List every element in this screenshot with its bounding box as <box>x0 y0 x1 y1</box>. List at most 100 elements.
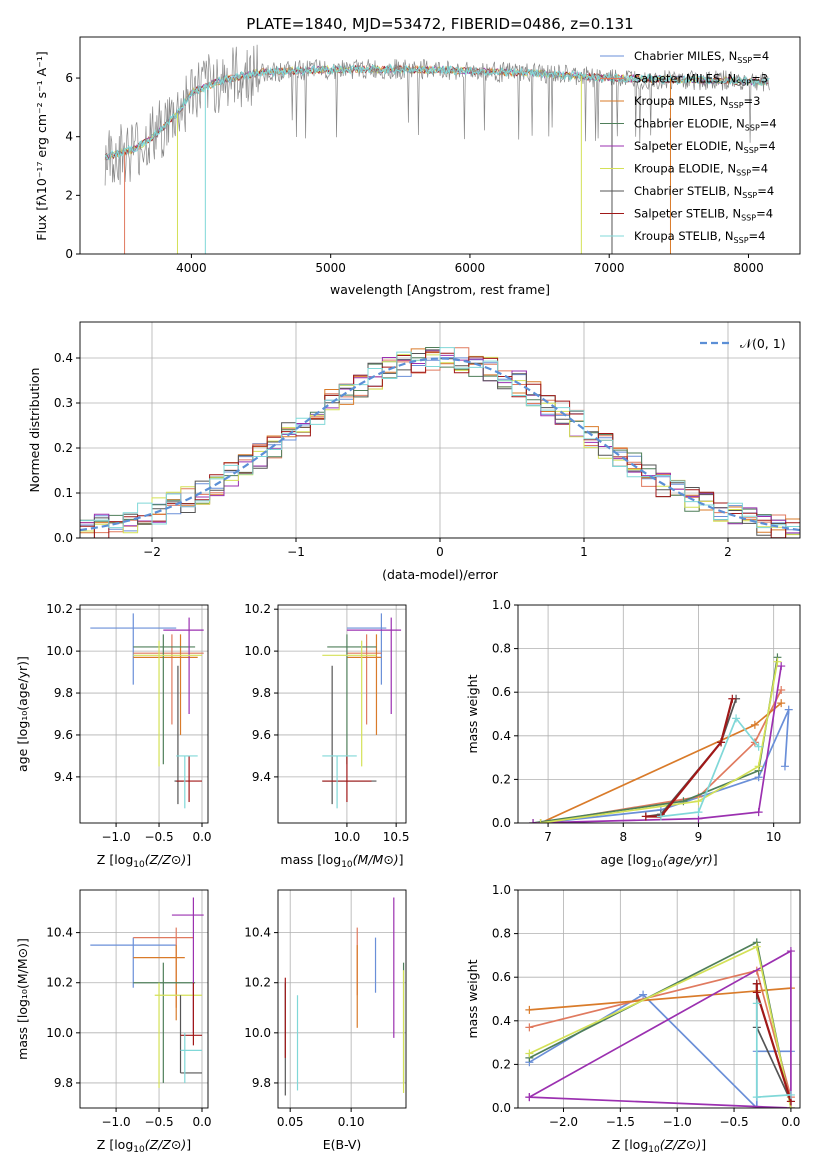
x-tick-label: 0 <box>436 545 444 559</box>
panel-residuals: −2 −1 0 1 2 0.0 0.1 0.2 0.3 0.4 𝒩(0, 1) (data-model… <box>27 321 801 582</box>
weight-marker <box>656 812 665 821</box>
weight-marker <box>754 742 763 751</box>
y-tick-label: 0.2 <box>492 772 511 786</box>
weight-marker <box>754 762 763 771</box>
axes-frame <box>517 889 801 1109</box>
x-tick-label: −1.0 <box>663 1115 692 1129</box>
y-tick-label: 10.0 <box>244 1026 271 1040</box>
x-tick-label: −1.0 <box>102 830 131 844</box>
legend-label: 𝒩(0, 1) <box>740 336 786 351</box>
y-tick-label: 9.6 <box>252 728 271 742</box>
y-axis-label: mass weight <box>465 959 480 1038</box>
y-axis-label: mass [log₁₀(M/M⊙)] <box>15 938 30 1060</box>
x-axis-label: Z [log10(Z/Z⊙)] <box>97 852 191 870</box>
legend-label: Chabrier STELIB, NSSP=4 <box>634 184 774 200</box>
x-tick-label: −1 <box>287 545 305 559</box>
x-tick-label: −1.5 <box>606 1115 635 1129</box>
x-tick-label: 0.0 <box>781 1115 800 1129</box>
y-tick-label: 4 <box>65 130 73 144</box>
x-tick-label: 10.5 <box>383 830 410 844</box>
x-axis-label: mass [log10(M/M⊙)] <box>280 852 403 870</box>
weight-marker <box>525 1049 534 1058</box>
y-tick-label: 0.6 <box>492 685 511 699</box>
weight-marker <box>784 705 793 714</box>
weight-marker <box>752 1093 761 1102</box>
weight-line-0 <box>528 993 791 1108</box>
weight-marker <box>728 694 737 703</box>
histogram-8 <box>80 347 800 529</box>
x-axis-label: wavelength [Angstrom, rest frame] <box>330 282 550 297</box>
weight-line-1 <box>540 689 782 823</box>
y-axis-label: age [log₁₀(age/yr)] <box>15 656 30 772</box>
weight-line-3 <box>529 941 792 1108</box>
y-axis-label: Normed distribution <box>27 368 42 493</box>
weight-marker <box>777 699 786 708</box>
weight-marker <box>641 812 650 821</box>
weight-marker <box>780 762 789 771</box>
plot-area <box>80 605 208 823</box>
weight-marker <box>732 714 741 723</box>
weight-marker <box>529 819 538 823</box>
weight-line-5 <box>540 661 779 823</box>
x-tick-label: −1.0 <box>102 1115 131 1129</box>
panel-mass-vs-Z: −1.0 −0.5 0.0 9.8 10.0 10.2 10.4 Z [log10(Z/Z⊙)… <box>15 889 212 1155</box>
y-tick-label: 9.4 <box>252 770 271 784</box>
y-axis-label: mass weight <box>465 674 480 753</box>
y-tick-label: 9.6 <box>54 728 73 742</box>
y-tick-label: 0.0 <box>492 816 511 830</box>
weight-marker <box>752 988 761 997</box>
weight-marker <box>786 1090 795 1099</box>
y-tick-label: 10.2 <box>244 976 271 990</box>
weight-marker <box>536 819 545 823</box>
y-tick-label: 2 <box>65 188 73 202</box>
weight-marker <box>525 1005 534 1014</box>
weight-line-7 <box>755 983 792 1102</box>
y-tick-label: 9.4 <box>54 770 73 784</box>
weight-line-4 <box>532 665 783 823</box>
y-tick-label: 0.3 <box>54 396 73 410</box>
x-tick-label: −0.5 <box>144 1115 173 1129</box>
plot-area <box>278 605 406 823</box>
gaussian-curve <box>80 357 800 532</box>
x-tick-label: 2 <box>724 545 732 559</box>
x-tick-label: −0.5 <box>144 830 173 844</box>
weight-line-7 <box>645 698 734 818</box>
x-tick-label: −0.5 <box>719 1115 748 1129</box>
y-tick-label: 9.8 <box>54 1076 73 1090</box>
spectrum-line-8 <box>104 63 770 161</box>
y-tick-label: 9.8 <box>252 1076 271 1090</box>
plot-area <box>104 44 770 254</box>
x-tick-label: 10 <box>766 830 781 844</box>
weight-line-1 <box>529 969 792 1098</box>
axes-frame <box>277 604 407 824</box>
legend-label: Chabrier ELODIE, NSSP=4 <box>634 117 777 133</box>
panel-massweight-vs-age: 7 8 9 10 0.0 0.2 0.4 0.6 0.8 1.0 age [log10(age/yr… <box>465 598 801 870</box>
axes-frame <box>79 889 209 1109</box>
legend-label: Kroupa MILES, NSSP=3 <box>634 94 760 110</box>
x-tick-label: 8000 <box>733 261 764 275</box>
x-tick-label: 0.0 <box>192 830 211 844</box>
y-tick-label: 1.0 <box>492 598 511 612</box>
y-tick-label: 1.0 <box>492 883 511 897</box>
x-tick-label: 5000 <box>315 261 346 275</box>
x-axis-label: (data-model)/error <box>382 567 499 582</box>
y-tick-label: 0.1 <box>54 486 73 500</box>
y-tick-label: 6 <box>65 71 73 85</box>
legend-label: Salpeter ELODIE, NSSP=4 <box>634 139 776 155</box>
weight-marker <box>694 797 703 806</box>
plots: 4000 5000 6000 7000 8000 0 2 4 6 Chabrier MILES, … <box>15 36 801 1155</box>
weight-marker <box>752 942 761 951</box>
y-tick-label: 10.4 <box>244 926 271 940</box>
weight-marker <box>777 662 786 671</box>
weight-line-2 <box>529 987 791 1011</box>
y-axis-label: Flux [fλ10⁻¹⁷ erg cm⁻² s⁻¹ A⁻¹] <box>34 51 49 240</box>
y-tick-label: 10.2 <box>46 602 73 616</box>
weight-line-8 <box>660 716 760 818</box>
weight-marker <box>525 1093 534 1102</box>
plot-area <box>80 322 800 538</box>
legend-label: Salpeter MILES, NSSP=3 <box>634 72 768 88</box>
y-tick-label: 0.2 <box>54 441 73 455</box>
y-tick-label: 10.0 <box>46 644 73 658</box>
y-tick-label: 0.0 <box>54 531 73 545</box>
